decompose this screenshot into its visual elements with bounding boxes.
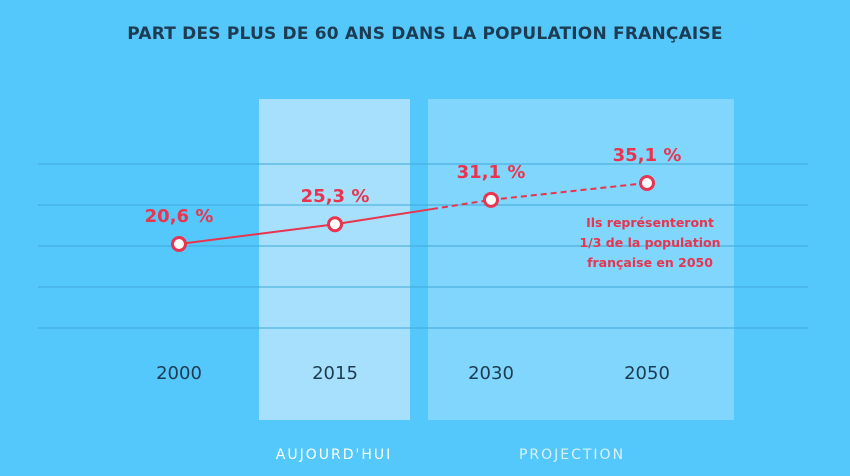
line-segment-dashed — [490, 182, 648, 201]
value-label-2030: 31,1 % — [457, 162, 526, 183]
data-point-2000 — [171, 236, 187, 252]
line-segment — [178, 223, 336, 245]
data-points — [171, 175, 655, 252]
data-point-2015 — [327, 216, 343, 233]
series-line — [178, 182, 648, 245]
zone-label-today: AUJOURD'HUI — [276, 447, 392, 463]
data-point-2030 — [483, 191, 499, 208]
value-label-2050: 35,1 % — [613, 145, 682, 166]
chart-title: PART DES PLUS DE 60 ANS DANS LA POPULATI… — [127, 24, 723, 44]
gridlines — [38, 163, 808, 329]
annotation-line-3: française en 2050 — [587, 255, 713, 270]
zone-label-projection: PROJECTION — [519, 447, 625, 463]
value-labels: 20,6 % 25,3 % 31,1 % 35,1 % — [145, 145, 682, 227]
line-segment — [334, 208, 433, 226]
x-tick-2015: 2015 — [312, 363, 358, 384]
x-tick-2000: 2000 — [156, 363, 202, 384]
annotation-line-2: 1/3 de la population — [579, 235, 720, 250]
x-axis-labels: 2000 2015 2030 2050 — [156, 363, 670, 384]
x-tick-2050: 2050 — [624, 363, 670, 384]
annotation-line-1: Ils représenteront — [586, 215, 714, 230]
value-label-2000: 20,6 % — [145, 206, 214, 227]
x-tick-2030: 2030 — [468, 363, 514, 384]
data-point-2050 — [639, 175, 655, 191]
value-label-2015: 25,3 % — [301, 186, 370, 207]
zone-today-band — [259, 99, 410, 420]
zone-projection-band — [428, 99, 734, 420]
